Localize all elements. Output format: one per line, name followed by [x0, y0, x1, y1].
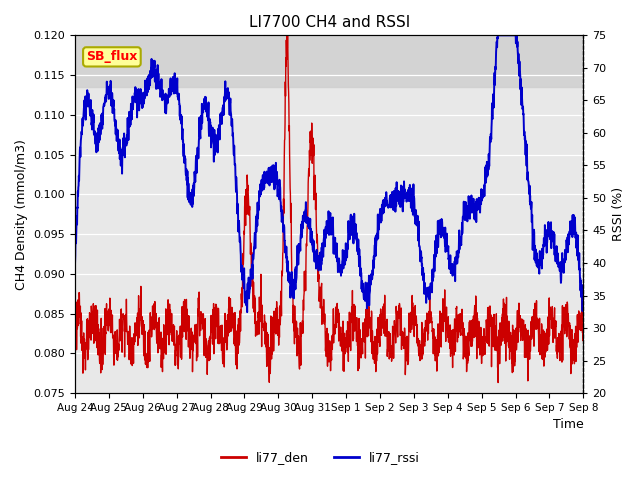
X-axis label: Time: Time	[552, 419, 583, 432]
Title: LI7700 CH4 and RSSI: LI7700 CH4 and RSSI	[248, 15, 410, 30]
Bar	[75, 36, 583, 87]
Legend: li77_den, li77_rssi: li77_den, li77_rssi	[216, 446, 424, 469]
Text: SB_flux: SB_flux	[86, 50, 138, 63]
Y-axis label: CH4 Density (mmol/m3): CH4 Density (mmol/m3)	[15, 139, 28, 289]
Y-axis label: RSSI (%): RSSI (%)	[612, 187, 625, 241]
